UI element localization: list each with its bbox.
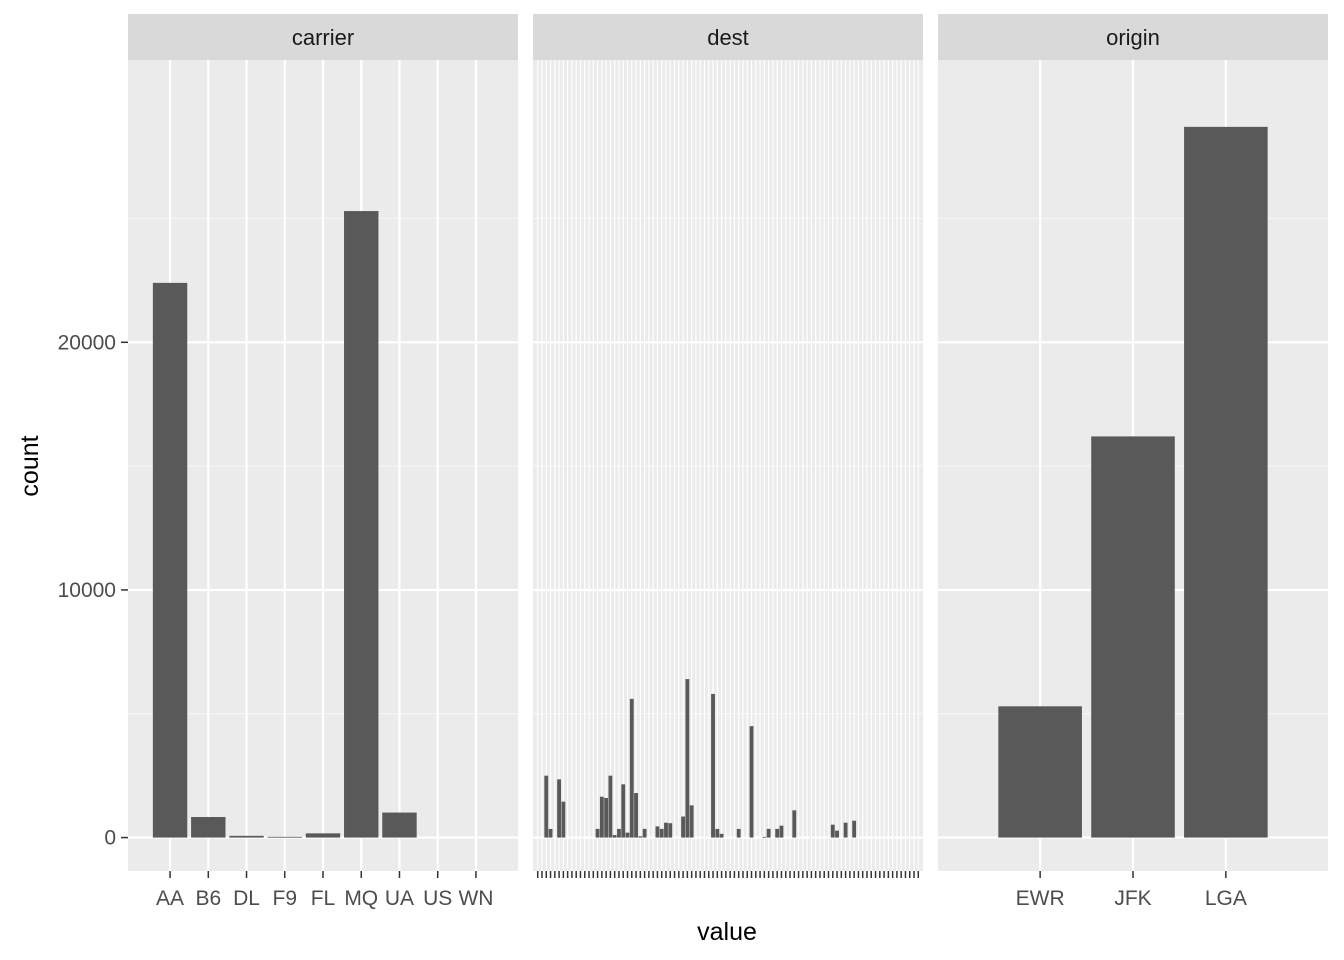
bar-dest-23: [634, 792, 638, 838]
x-tick-label: UA: [385, 887, 414, 910]
bar-dest-47: [736, 828, 741, 838]
bar-dest-22: [629, 698, 634, 838]
facet-strip-label: dest: [707, 25, 749, 50]
bar-carrier-DL: [229, 835, 264, 838]
x-tick-label: JFK: [1114, 887, 1151, 910]
bar-dest-74: [852, 820, 857, 838]
y-tick-label: 0: [104, 827, 116, 850]
y-axis: 0 10000 20000: [58, 331, 128, 850]
bar-dest-70: [835, 830, 839, 838]
bar-carrier-AA: [152, 282, 188, 838]
x-tick-label: F9: [273, 887, 298, 910]
bar-origin-LGA: [1184, 126, 1268, 838]
bar-dest-41: [711, 693, 715, 838]
bar-dest-18: [612, 835, 617, 838]
bar-dest-19: [617, 828, 621, 838]
bar-dest-29: [659, 828, 664, 838]
bar-dest-43: [719, 833, 724, 838]
facet-strip: [128, 14, 518, 60]
x-tick-label: US: [423, 887, 452, 910]
bar-dest-42: [715, 828, 720, 838]
bar-carrier-MQ: [344, 211, 379, 838]
bar-dest-28: [655, 826, 660, 838]
x-tick-label: MQ: [344, 887, 378, 910]
bar-dest-34: [681, 816, 686, 838]
bar-dest-17: [608, 775, 613, 838]
facet-panels: carrier AA B6 DL F9 FL MQ UA US WN dest origin EWR JF…: [128, 14, 1328, 910]
x-tick-label: FL: [311, 887, 336, 910]
bar-carrier-FL: [305, 833, 341, 838]
bar-dest-24: [638, 836, 643, 838]
x-axis-title: value: [697, 918, 757, 946]
facet-panel-carrier: carrier AA B6 DL F9 FL MQ UA US WN: [128, 14, 518, 910]
bar-dest-57: [779, 825, 784, 838]
bar-origin-JFK: [1091, 436, 1175, 838]
facet-strip-label: origin: [1106, 25, 1160, 50]
facet-panel-origin: origin EWR JFK LGA: [938, 14, 1328, 910]
bar-dest-69: [830, 824, 835, 838]
bar-carrier-UA: [382, 812, 417, 838]
x-tick-label: WN: [458, 887, 493, 910]
bar-dest-2: [544, 775, 549, 838]
bar-dest-60: [792, 810, 797, 838]
x-tick-label: LGA: [1205, 887, 1247, 910]
x-tick-label: EWR: [1016, 887, 1065, 910]
facet-panel-dest: dest: [533, 14, 923, 878]
bar-carrier-F9: [267, 836, 302, 838]
bar-dest-15: [599, 796, 604, 838]
y-tick-label: 20000: [58, 331, 116, 354]
y-axis-title: count: [16, 435, 44, 496]
bar-origin-EWR: [998, 706, 1082, 838]
bar-dest-3: [548, 828, 553, 838]
bar-dest-6: [561, 801, 566, 838]
bar-dest-21: [625, 832, 630, 838]
facet-strip: [533, 14, 923, 60]
bar-dest-53: [762, 836, 767, 838]
bar-dest-54: [766, 828, 771, 838]
bar-dest-14: [595, 828, 600, 838]
bar-dest-20: [621, 784, 626, 838]
x-tick-label: DL: [233, 887, 260, 910]
bar-dest-25: [642, 828, 647, 838]
bar-dest-72: [843, 822, 848, 838]
bar-carrier-B6: [191, 817, 226, 838]
panel-background: [533, 60, 923, 871]
bar-dest-16: [604, 797, 609, 838]
bar-dest-31: [668, 823, 673, 838]
bar-dest-36: [689, 805, 694, 838]
y-tick-label: 10000: [58, 579, 116, 602]
bar-dest-50: [749, 726, 754, 838]
x-tick-label: AA: [156, 887, 184, 910]
facet-strip: [938, 14, 1328, 60]
bar-dest-5: [557, 779, 562, 838]
bar-dest-30: [664, 822, 668, 838]
bar-dest-56: [775, 828, 780, 838]
bar-dest-35: [685, 679, 690, 838]
facet-strip-label: carrier: [292, 25, 354, 50]
x-tick-label: B6: [195, 887, 221, 910]
